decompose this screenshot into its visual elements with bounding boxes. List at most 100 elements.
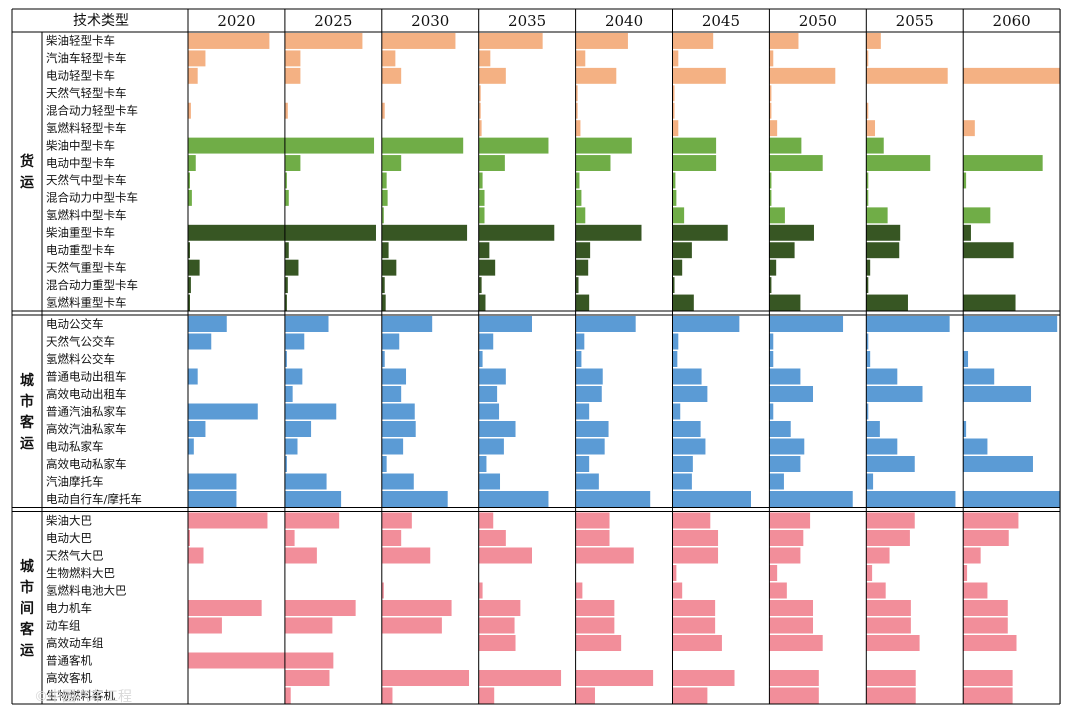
bar-2050 bbox=[769, 456, 801, 472]
bar-2035 bbox=[478, 547, 532, 564]
bar-2020 bbox=[188, 438, 194, 455]
bar-2045 bbox=[672, 421, 701, 437]
year-header-2050: 2050 bbox=[799, 12, 837, 30]
bar-2040 bbox=[575, 294, 590, 311]
bar-2055 bbox=[866, 207, 888, 224]
bar-2050 bbox=[769, 67, 836, 84]
bar-2040 bbox=[575, 530, 610, 546]
group-label-char: 客 bbox=[19, 414, 35, 431]
bar-2040 bbox=[575, 491, 651, 507]
bar-2045 bbox=[672, 50, 679, 67]
row-label: 普通客机 bbox=[46, 653, 92, 667]
bar-2045 bbox=[672, 456, 693, 472]
bar-2040 bbox=[575, 547, 634, 564]
bar-2025 bbox=[284, 224, 376, 241]
bar-2050 bbox=[769, 582, 787, 599]
bar-2060 bbox=[963, 207, 991, 224]
bar-2020 bbox=[188, 491, 237, 507]
bar-2060 bbox=[963, 565, 968, 581]
bar-2030 bbox=[381, 102, 385, 119]
bar-2035 bbox=[478, 438, 504, 455]
bar-2050 bbox=[769, 50, 774, 67]
bar-2050 bbox=[769, 687, 819, 704]
bar-2050 bbox=[769, 403, 774, 420]
bar-2060 bbox=[963, 438, 988, 455]
bar-2040 bbox=[575, 172, 580, 189]
bar-2025 bbox=[284, 547, 317, 564]
row-label: 柴油轻型卡车 bbox=[46, 34, 115, 48]
bar-2035 bbox=[478, 403, 500, 420]
bar-2025 bbox=[284, 259, 299, 276]
bar-2035 bbox=[478, 670, 562, 686]
bar-2055 bbox=[866, 687, 916, 704]
bar-2030 bbox=[381, 403, 415, 420]
bar-2050 bbox=[769, 316, 844, 332]
bar-2020 bbox=[188, 530, 190, 546]
bar-2060 bbox=[963, 582, 988, 599]
bar-2020 bbox=[188, 102, 191, 119]
row-label: 高效汽油私家车 bbox=[46, 422, 127, 436]
bar-2040 bbox=[575, 368, 603, 385]
bar-2020 bbox=[188, 67, 198, 84]
bar-2060 bbox=[963, 368, 995, 385]
bar-2045 bbox=[672, 172, 676, 189]
bar-2035 bbox=[478, 368, 506, 385]
bar-2050 bbox=[769, 294, 801, 311]
year-header-2035: 2035 bbox=[508, 12, 546, 30]
bar-2055 bbox=[866, 635, 920, 651]
watermark: ©中国汽车工程 bbox=[34, 688, 132, 705]
bar-2025 bbox=[284, 368, 303, 385]
row-label: 氢燃料轻型卡车 bbox=[46, 121, 127, 135]
bar-2045 bbox=[672, 687, 708, 704]
bar-2055 bbox=[866, 512, 915, 529]
bar-2055 bbox=[866, 421, 880, 437]
year-header-2030: 2030 bbox=[411, 12, 449, 30]
bar-2050 bbox=[769, 421, 791, 437]
bar-2040 bbox=[575, 120, 581, 137]
bar-2030 bbox=[381, 600, 452, 616]
bar-2030 bbox=[381, 137, 464, 154]
bar-2050 bbox=[769, 438, 805, 455]
bar-2035 bbox=[478, 277, 482, 294]
bar-2035 bbox=[478, 224, 555, 241]
bar-2040 bbox=[575, 600, 615, 616]
bar-2060 bbox=[963, 294, 1016, 311]
bar-2050 bbox=[769, 530, 804, 546]
bar-2040 bbox=[575, 207, 586, 224]
bar-2045 bbox=[672, 438, 706, 455]
bar-2025 bbox=[284, 456, 287, 472]
bar-2050 bbox=[769, 547, 801, 564]
bar-2060 bbox=[963, 351, 969, 367]
bar-2020 bbox=[188, 242, 190, 259]
bar-2040 bbox=[575, 33, 628, 49]
bar-2045 bbox=[672, 207, 685, 224]
group-label-char: 运 bbox=[20, 436, 34, 452]
row-label: 汽油摩托车 bbox=[46, 474, 104, 488]
bar-2045 bbox=[672, 635, 722, 651]
bar-2045 bbox=[672, 137, 717, 154]
bar-2025 bbox=[284, 421, 312, 437]
bar-2060 bbox=[963, 491, 1061, 507]
row-label: 氢燃料重型卡车 bbox=[46, 295, 127, 309]
bar-2040 bbox=[575, 50, 586, 67]
bar-2025 bbox=[284, 242, 289, 259]
bar-2035 bbox=[478, 600, 521, 616]
bar-2050 bbox=[769, 120, 778, 137]
bar-2030 bbox=[381, 172, 387, 189]
bar-2055 bbox=[866, 386, 923, 402]
bar-2025 bbox=[284, 172, 287, 189]
bar-2060 bbox=[963, 530, 1009, 546]
bar-2035 bbox=[478, 473, 501, 490]
bar-2035 bbox=[478, 386, 498, 402]
group-label-char: 间 bbox=[20, 600, 34, 617]
bar-2040 bbox=[575, 438, 605, 455]
bar-2030 bbox=[381, 421, 416, 437]
row-label: 氢燃料中型卡车 bbox=[46, 208, 127, 222]
bar-2040 bbox=[575, 512, 610, 529]
bar-2045 bbox=[672, 85, 675, 102]
bar-2050 bbox=[769, 277, 772, 294]
group-label-char: 城 bbox=[20, 558, 34, 575]
year-header-2045: 2045 bbox=[702, 12, 740, 30]
bar-2020 bbox=[188, 172, 190, 189]
bar-2050 bbox=[769, 207, 785, 224]
